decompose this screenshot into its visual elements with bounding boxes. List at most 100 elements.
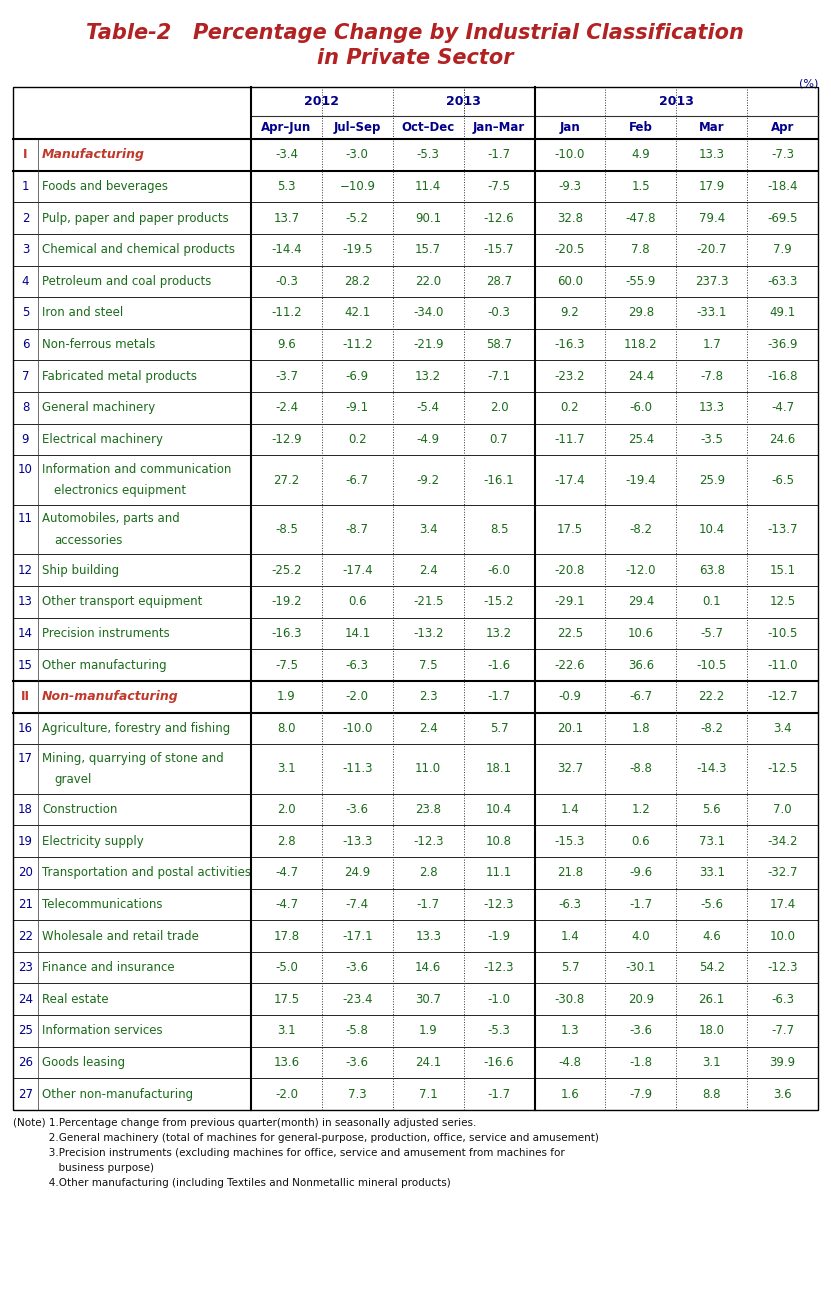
Text: 60.0: 60.0 [557, 275, 583, 288]
Text: I: I [23, 149, 27, 162]
Text: -5.3: -5.3 [488, 1024, 510, 1037]
Text: 11: 11 [18, 523, 33, 536]
Text: 13.6: 13.6 [273, 1056, 299, 1069]
Text: Non-ferrous metals: Non-ferrous metals [42, 338, 155, 351]
Text: 63.8: 63.8 [699, 564, 725, 577]
Text: -7.5: -7.5 [275, 659, 298, 672]
Text: Apr: Apr [771, 121, 794, 134]
Text: 5.7: 5.7 [561, 962, 579, 974]
Text: -33.1: -33.1 [696, 307, 727, 320]
Text: 13.3: 13.3 [699, 402, 725, 415]
Text: -25.2: -25.2 [271, 564, 302, 577]
Text: 13.2: 13.2 [486, 626, 512, 639]
Text: -3.6: -3.6 [629, 1024, 652, 1037]
Text: -6.7: -6.7 [629, 690, 652, 703]
Text: 9.6: 9.6 [277, 338, 296, 351]
Text: -34.0: -34.0 [413, 307, 444, 320]
Text: -12.3: -12.3 [484, 962, 514, 974]
Text: (Note) 1.Percentage change from previous quarter(month) in seasonally adjusted s: (Note) 1.Percentage change from previous… [13, 1118, 476, 1128]
Text: -5.3: -5.3 [417, 149, 440, 162]
Text: 1.5: 1.5 [632, 180, 650, 193]
Text: 2012: 2012 [304, 95, 339, 108]
Text: −10.9: −10.9 [339, 180, 376, 193]
Text: Finance and insurance: Finance and insurance [42, 962, 175, 974]
Text: -7.4: -7.4 [346, 898, 369, 911]
Text: 10: 10 [18, 463, 33, 476]
Text: Ship building: Ship building [42, 564, 119, 577]
Text: -0.3: -0.3 [488, 307, 510, 320]
Text: -3.0: -3.0 [346, 149, 369, 162]
Text: 14.1: 14.1 [344, 626, 371, 639]
Text: 118.2: 118.2 [624, 338, 657, 351]
Text: 32.7: 32.7 [557, 762, 583, 775]
Text: 4.9: 4.9 [632, 149, 650, 162]
Text: 7.5: 7.5 [419, 659, 437, 672]
Text: 17.4: 17.4 [770, 898, 796, 911]
Text: Real estate: Real estate [42, 993, 109, 1006]
Text: -7.8: -7.8 [701, 369, 723, 382]
Text: -16.8: -16.8 [767, 369, 798, 382]
Text: -6.9: -6.9 [346, 369, 369, 382]
Text: -18.4: -18.4 [767, 180, 798, 193]
Text: 30.7: 30.7 [416, 993, 441, 1006]
Text: Electricity supply: Electricity supply [42, 835, 144, 848]
Text: -5.2: -5.2 [346, 211, 369, 224]
Text: -9.1: -9.1 [346, 402, 369, 415]
Text: 3: 3 [22, 243, 29, 256]
Text: Manufacturing: Manufacturing [42, 149, 145, 162]
Text: General machinery: General machinery [42, 402, 155, 415]
Text: 73.1: 73.1 [699, 835, 725, 848]
Text: 39.9: 39.9 [770, 1056, 795, 1069]
Text: -3.7: -3.7 [275, 369, 298, 382]
Text: -63.3: -63.3 [767, 275, 798, 288]
Text: 8.5: 8.5 [489, 523, 509, 536]
Text: -11.2: -11.2 [271, 307, 302, 320]
Text: 5.7: 5.7 [489, 722, 509, 735]
Text: 10.4: 10.4 [699, 523, 725, 536]
Text: -13.3: -13.3 [342, 835, 372, 848]
Text: 29.4: 29.4 [627, 595, 654, 608]
Text: -19.4: -19.4 [626, 474, 656, 487]
Text: -8.7: -8.7 [346, 523, 369, 536]
Text: 10.0: 10.0 [770, 929, 795, 942]
Text: -17.4: -17.4 [554, 474, 585, 487]
Text: 2.0: 2.0 [277, 803, 296, 816]
Text: 0.7: 0.7 [489, 433, 509, 446]
Text: 4.Other manufacturing (including Textiles and Nonmetallic mineral products): 4.Other manufacturing (including Textile… [13, 1178, 450, 1188]
Text: -16.6: -16.6 [484, 1056, 514, 1069]
Text: -9.6: -9.6 [629, 867, 652, 880]
Text: 15.7: 15.7 [416, 243, 441, 256]
Text: 3.4: 3.4 [774, 722, 792, 735]
Text: Table-2   Percentage Change by Industrial Classification: Table-2 Percentage Change by Industrial … [86, 23, 744, 43]
Text: (%): (%) [799, 78, 818, 87]
Text: -1.7: -1.7 [488, 1087, 510, 1100]
Text: 4.6: 4.6 [702, 929, 721, 942]
Text: -13.2: -13.2 [413, 626, 444, 639]
Text: -12.5: -12.5 [767, 762, 798, 775]
Text: 1.2: 1.2 [632, 803, 650, 816]
Text: -12.3: -12.3 [413, 835, 444, 848]
Text: 2013: 2013 [659, 95, 694, 108]
Text: -2.4: -2.4 [275, 402, 298, 415]
Text: 13: 13 [18, 595, 33, 608]
Text: -7.7: -7.7 [771, 1024, 794, 1037]
Text: 33.1: 33.1 [699, 867, 725, 880]
Text: -6.3: -6.3 [346, 659, 369, 672]
Text: 15.1: 15.1 [770, 564, 795, 577]
Text: -16.3: -16.3 [271, 626, 302, 639]
Text: -22.6: -22.6 [554, 659, 585, 672]
Text: Jan: Jan [559, 121, 580, 134]
Text: 10: 10 [18, 463, 33, 476]
Text: -20.7: -20.7 [696, 243, 727, 256]
Text: 0.2: 0.2 [348, 433, 366, 446]
Text: -6.5: -6.5 [771, 474, 794, 487]
Text: 17.5: 17.5 [557, 523, 583, 536]
Text: -19.5: -19.5 [342, 243, 372, 256]
Text: -12.0: -12.0 [626, 564, 656, 577]
Text: 5.3: 5.3 [278, 180, 296, 193]
Text: 21.8: 21.8 [557, 867, 583, 880]
Text: 24.1: 24.1 [415, 1056, 441, 1069]
Text: -47.8: -47.8 [626, 211, 656, 224]
Text: 17.9: 17.9 [699, 180, 725, 193]
Text: 3.1: 3.1 [702, 1056, 721, 1069]
